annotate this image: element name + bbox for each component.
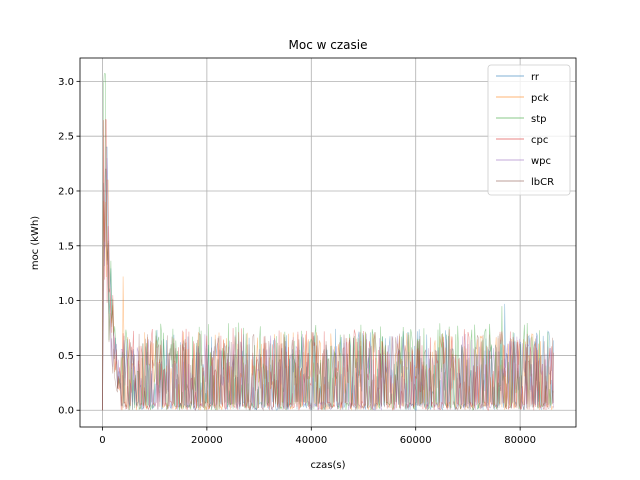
x-axis-ticks: 0 20000 40000 60000 80000	[99, 427, 536, 446]
x-tick-label: 20000	[191, 435, 223, 446]
legend: rr pck stp cpc wpc lbCR	[487, 64, 571, 196]
x-tick-label: 80000	[504, 435, 536, 446]
legend-label-rr: rr	[531, 72, 540, 83]
x-axis-title: czas(s)	[310, 460, 345, 471]
x-tick-label: 60000	[400, 435, 432, 446]
y-tick-label: 2.0	[58, 186, 74, 197]
legend-label-cpc: cpc	[531, 135, 548, 146]
legend-box	[487, 64, 571, 196]
series-line-wpc	[102, 158, 554, 412]
legend-label-pck: pck	[531, 93, 549, 104]
legend-label-lbCR: lbCR	[531, 177, 554, 188]
plot-frame	[79, 57, 577, 428]
series-line-rr	[102, 146, 554, 411]
series-line-cpc	[102, 119, 554, 411]
y-tick-label: 2.5	[58, 132, 74, 143]
series-layer	[102, 73, 554, 412]
legend-label-stp: stp	[531, 114, 546, 125]
series-line-stp	[102, 73, 554, 411]
series-line-lbCR	[102, 168, 554, 412]
legend-label-wpc: wpc	[531, 156, 551, 167]
series-line-pck	[102, 179, 554, 411]
y-tick-label: 1.5	[58, 241, 74, 252]
chart-title: Moc w czasie	[289, 38, 368, 52]
y-tick-label: 0.0	[58, 406, 74, 417]
x-tick-label: 0	[99, 435, 105, 446]
y-tick-label: 0.5	[58, 351, 74, 362]
y-tick-label: 3.0	[58, 77, 74, 88]
y-tick-label: 1.0	[58, 296, 74, 307]
y-axis-title: moc (kWh)	[30, 216, 41, 270]
x-tick-label: 40000	[295, 435, 327, 446]
y-axis-ticks: 0.0 0.5 1.0 1.5 2.0 2.5 3.0	[58, 77, 80, 417]
